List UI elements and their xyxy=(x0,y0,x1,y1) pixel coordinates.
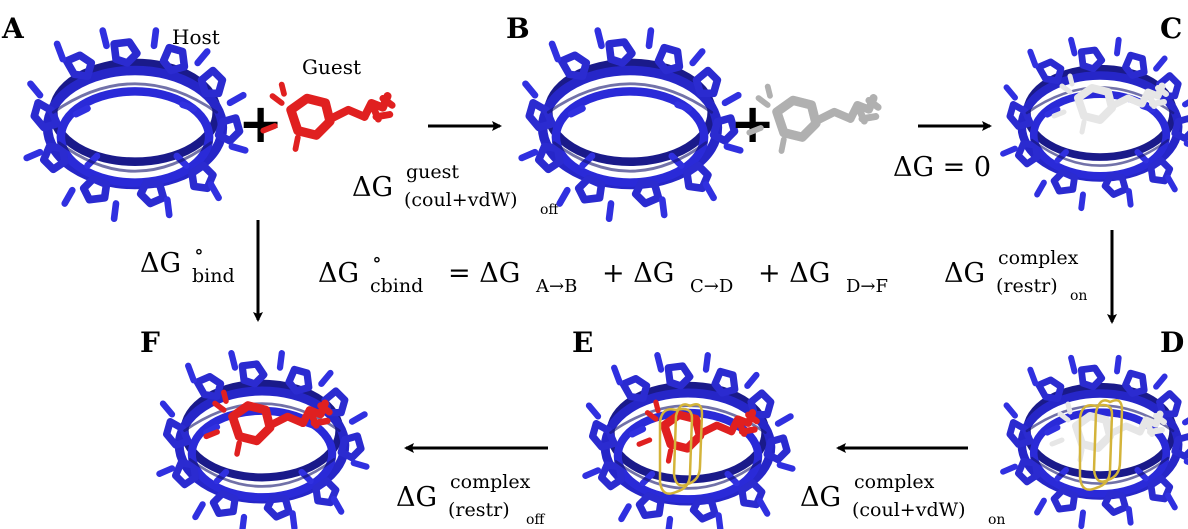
center-term-2-sub: C→D xyxy=(690,276,733,297)
host-molecule-c xyxy=(1003,40,1188,208)
host-molecule-a xyxy=(27,31,246,219)
label-de: ΔG complex (coul+vdW) on xyxy=(800,471,1005,528)
guest-label: Guest xyxy=(302,55,361,79)
panel-label-e: E xyxy=(572,326,593,359)
panel-label-a: A xyxy=(1,12,25,45)
panel-label-d: D xyxy=(1160,326,1184,359)
cd-subsubscript: on xyxy=(1070,288,1087,304)
plus-sign-b: + xyxy=(730,92,775,155)
center-lhs-sup: ∘ xyxy=(372,247,382,271)
cd-superscript: complex xyxy=(998,247,1079,269)
label-bc: ΔG = 0 xyxy=(893,152,991,183)
cd-delta-g: ΔG xyxy=(944,258,985,289)
ef-superscript: complex xyxy=(450,471,531,493)
de-superscript: complex xyxy=(854,471,935,493)
af-superscript: ∘ xyxy=(194,239,204,263)
label-ab: ΔG guest (coul+vdW) off xyxy=(352,161,559,218)
af-delta-g: ΔG xyxy=(140,248,181,279)
ef-delta-g: ΔG xyxy=(396,482,437,513)
center-equation: ΔG ∘ cbind = ΔG A→B + ΔG C→D + ΔG D→F xyxy=(318,247,888,297)
ef-subsubscript: off xyxy=(526,512,545,528)
center-lhs-sub: cbind xyxy=(370,275,423,297)
ab-subsubscript: off xyxy=(540,202,559,218)
ab-superscript: guest xyxy=(406,161,459,183)
de-subsubscript: on xyxy=(988,512,1005,528)
center-term-2: + ΔG xyxy=(602,258,674,289)
de-subscript: (coul+vdW) xyxy=(852,499,966,521)
ef-subscript: (restr) xyxy=(448,499,510,521)
center-term-1-sub: A→B xyxy=(535,276,577,297)
de-delta-g: ΔG xyxy=(800,482,841,513)
center-lhs: ΔG xyxy=(318,258,359,289)
ab-delta-g: ΔG xyxy=(352,172,393,203)
cd-subscript: (restr) xyxy=(996,275,1058,297)
center-term-3-sub: D→F xyxy=(846,276,888,297)
host-molecule-f xyxy=(159,353,366,529)
label-cd: ΔG complex (restr) on xyxy=(944,247,1087,304)
label-ef: ΔG complex (restr) off xyxy=(396,471,545,528)
panel-label-b: B xyxy=(506,12,530,45)
host-label: Host xyxy=(172,25,220,49)
label-af: ΔG ∘ bind xyxy=(140,239,235,287)
center-term-3: + ΔG xyxy=(758,258,830,289)
host-molecule-b xyxy=(522,31,741,219)
panel-label-c: C xyxy=(1160,12,1182,45)
af-subscript: bind xyxy=(192,265,235,287)
ab-subscript: (coul+vdW) xyxy=(404,189,518,211)
center-term-1: = ΔG xyxy=(448,258,520,289)
panel-label-f: F xyxy=(140,326,160,359)
